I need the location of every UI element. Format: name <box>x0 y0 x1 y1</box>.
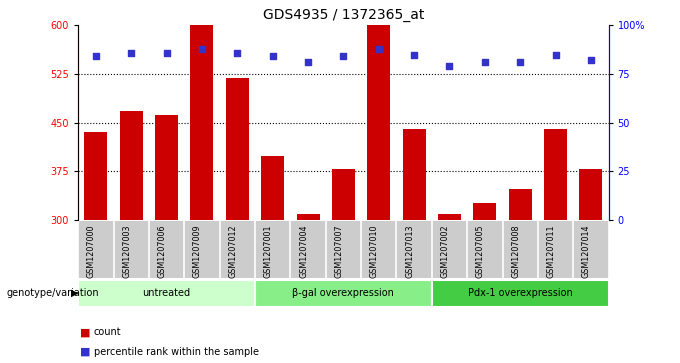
Point <box>161 50 172 56</box>
Bar <box>255 280 432 307</box>
Text: ■: ■ <box>80 347 90 357</box>
Text: GSM1207006: GSM1207006 <box>158 224 167 278</box>
Bar <box>367 25 390 220</box>
Text: GSM1207008: GSM1207008 <box>511 224 520 278</box>
Bar <box>296 215 320 220</box>
Text: GSM1207010: GSM1207010 <box>370 224 379 278</box>
Text: GSM1207002: GSM1207002 <box>441 224 449 278</box>
Bar <box>226 78 249 220</box>
Bar <box>190 25 214 220</box>
Text: ■: ■ <box>80 327 90 337</box>
Text: genotype/variation: genotype/variation <box>7 288 99 298</box>
Text: count: count <box>94 327 122 337</box>
Bar <box>473 203 496 220</box>
Bar <box>84 132 107 220</box>
Text: GSM1207005: GSM1207005 <box>476 224 485 278</box>
Bar <box>78 280 255 307</box>
Point <box>338 54 349 60</box>
Point <box>373 46 384 52</box>
Text: GSM1207011: GSM1207011 <box>547 224 556 278</box>
Point <box>550 52 561 57</box>
Bar <box>509 188 532 220</box>
Bar <box>332 169 355 220</box>
Text: GSM1207012: GSM1207012 <box>228 224 237 278</box>
Point <box>585 57 596 63</box>
Point <box>90 54 101 60</box>
Text: ▶: ▶ <box>71 288 79 298</box>
Text: GSM1207003: GSM1207003 <box>122 224 131 278</box>
Text: GSM1207014: GSM1207014 <box>582 224 591 278</box>
Bar <box>438 215 461 220</box>
Point <box>409 52 420 57</box>
Bar <box>155 115 178 220</box>
Text: GSM1207013: GSM1207013 <box>405 224 414 278</box>
Bar <box>403 129 426 220</box>
Text: GSM1207001: GSM1207001 <box>264 224 273 278</box>
Point <box>232 50 243 56</box>
Title: GDS4935 / 1372365_at: GDS4935 / 1372365_at <box>262 8 424 22</box>
Text: GSM1207009: GSM1207009 <box>193 224 202 278</box>
Point <box>267 54 278 60</box>
Bar <box>544 129 567 220</box>
Text: β-gal overexpression: β-gal overexpression <box>292 288 394 298</box>
Point <box>479 60 490 65</box>
Bar <box>579 169 602 220</box>
Bar <box>120 111 143 220</box>
Text: percentile rank within the sample: percentile rank within the sample <box>94 347 259 357</box>
Text: GSM1207004: GSM1207004 <box>299 224 308 278</box>
Point <box>126 50 137 56</box>
Text: untreated: untreated <box>143 288 190 298</box>
Point <box>515 60 526 65</box>
Text: GSM1207007: GSM1207007 <box>335 224 343 278</box>
Text: GSM1207000: GSM1207000 <box>87 224 96 278</box>
Point <box>444 63 455 69</box>
Point <box>197 46 207 52</box>
Bar <box>432 280 609 307</box>
Point <box>303 60 313 65</box>
Bar <box>261 156 284 220</box>
Text: Pdx-1 overexpression: Pdx-1 overexpression <box>468 288 573 298</box>
